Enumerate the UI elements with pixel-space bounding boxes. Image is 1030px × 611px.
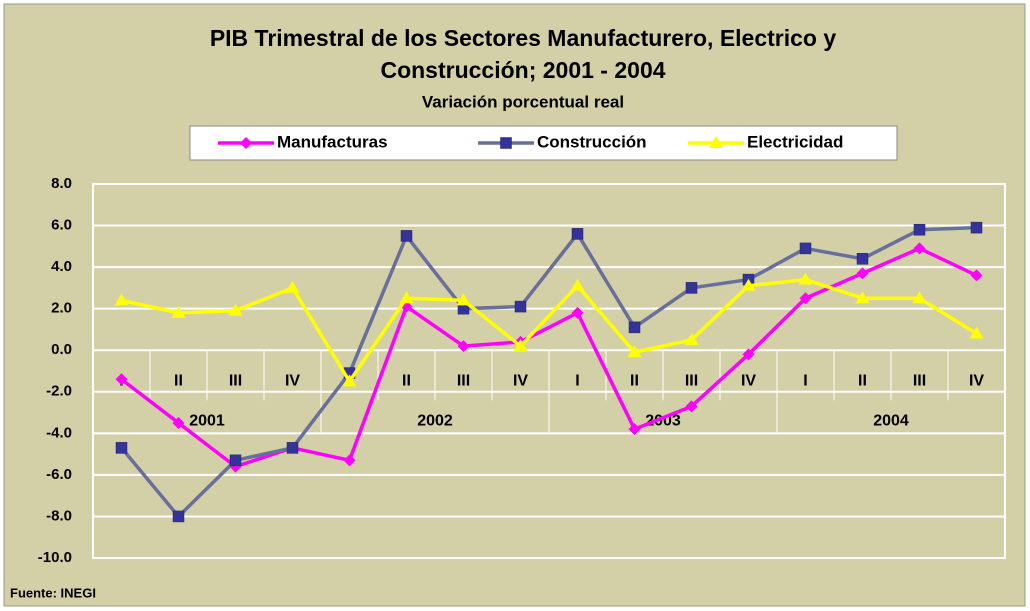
marker — [115, 442, 128, 454]
year-label: 2004 — [873, 412, 909, 429]
marker — [685, 400, 698, 413]
x-tick-label: I — [575, 372, 579, 389]
marker — [457, 340, 470, 353]
legend-label: Electricidad — [747, 132, 843, 151]
marker — [514, 300, 527, 313]
marker — [570, 278, 585, 291]
series-line — [120, 246, 978, 469]
y-tick-label: 2.0 — [51, 300, 72, 317]
legend-label: Construcción — [537, 132, 647, 151]
marker — [400, 230, 413, 242]
year-label: 2001 — [189, 412, 225, 429]
marker — [741, 278, 756, 291]
series-line — [120, 225, 977, 520]
y-tick-label: -6.0 — [46, 466, 72, 483]
x-tick-label: III — [229, 372, 242, 389]
marker — [799, 242, 812, 255]
x-tick-label: III — [457, 372, 470, 389]
marker — [343, 454, 356, 467]
x-tick-label: IV — [969, 372, 984, 389]
x-tick-label: II — [858, 372, 867, 389]
marker — [399, 291, 414, 304]
marker — [229, 454, 242, 467]
x-tick-label: III — [913, 372, 926, 389]
marker — [969, 326, 984, 339]
legend — [189, 125, 898, 161]
y-tick-label: -2.0 — [46, 383, 72, 400]
marker — [171, 305, 186, 318]
marker — [342, 374, 357, 387]
legend-marker — [709, 136, 723, 148]
marker — [228, 303, 243, 316]
marker — [856, 267, 869, 280]
marker — [970, 269, 983, 282]
x-tick-label: IV — [513, 372, 528, 389]
source: Fuente: INEGI — [10, 585, 96, 600]
marker — [856, 253, 869, 265]
marker — [456, 293, 471, 306]
chart-subtitle: Variación porcentual real — [422, 92, 624, 111]
x-tick-label: II — [402, 372, 411, 389]
x-tick-label: IV — [285, 372, 300, 389]
marker — [798, 272, 813, 285]
marker — [912, 291, 927, 304]
marker — [627, 345, 642, 358]
marker — [855, 291, 870, 304]
marker — [970, 221, 983, 234]
x-tick-label: II — [174, 372, 183, 389]
y-tick-label: 6.0 — [51, 217, 72, 234]
marker — [913, 223, 926, 236]
marker — [799, 292, 812, 305]
marker — [286, 442, 299, 454]
marker — [684, 332, 699, 345]
year-label: 2002 — [417, 412, 453, 429]
legend-label: Manufacturas — [277, 132, 388, 151]
y-tick-label: 0.0 — [51, 341, 72, 358]
series-line — [121, 277, 978, 385]
marker — [172, 416, 185, 429]
marker — [571, 228, 584, 240]
y-tick-label: 8.0 — [51, 175, 72, 192]
x-tick-label: II — [630, 372, 639, 389]
marker — [913, 242, 926, 255]
y-tick-label: -8.0 — [46, 507, 72, 524]
marker — [513, 339, 528, 352]
y-tick-label: -10.0 — [38, 549, 72, 566]
marker — [172, 510, 185, 523]
marker — [685, 282, 698, 294]
marker — [114, 293, 129, 306]
legend-marker — [500, 137, 512, 149]
chart-title: PIB Trimestral de los Sectores Manufactu… — [210, 25, 837, 51]
marker — [571, 306, 584, 319]
x-tick-label: III — [685, 372, 698, 389]
marker — [285, 280, 300, 293]
marker — [742, 348, 755, 361]
marker — [115, 373, 128, 386]
marker — [628, 423, 641, 436]
year-label: 2003 — [645, 412, 681, 429]
y-tick-label: 4.0 — [51, 258, 72, 275]
marker — [628, 321, 641, 334]
x-tick-label: I — [803, 372, 807, 389]
legend-marker — [240, 137, 252, 149]
chart-title: Construcción; 2001 - 2004 — [380, 57, 665, 83]
y-tick-label: -4.0 — [46, 424, 72, 441]
x-tick-label: IV — [741, 372, 756, 389]
